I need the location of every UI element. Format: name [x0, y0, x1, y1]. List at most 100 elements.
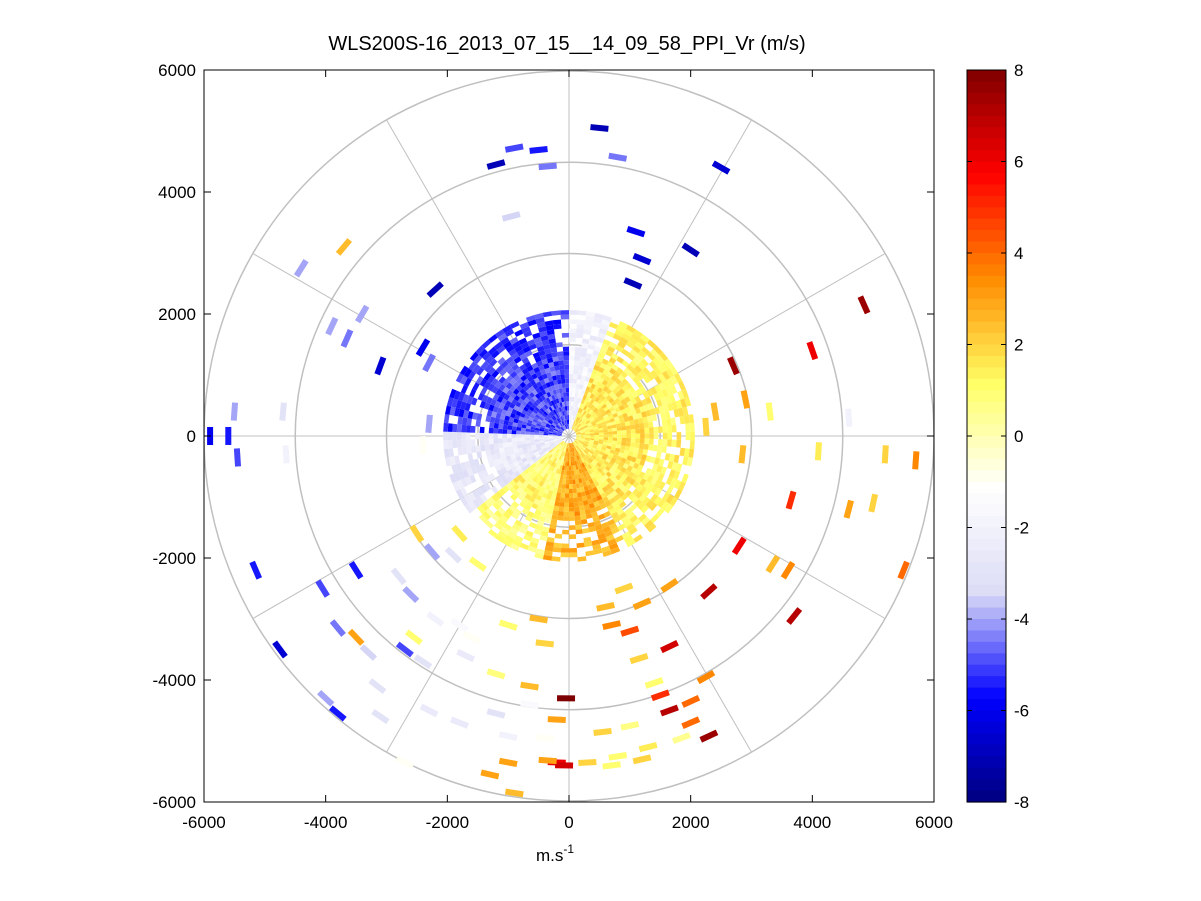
core-gate — [502, 511, 512, 520]
core-gate — [565, 378, 569, 384]
core-gate — [569, 337, 576, 343]
core-gate — [589, 417, 594, 422]
core-gate — [653, 392, 661, 401]
core-gate — [558, 439, 563, 443]
core-gate — [495, 388, 503, 396]
core-gate — [517, 468, 524, 475]
core-gate — [603, 434, 609, 438]
core-gate — [587, 367, 594, 374]
core-gate — [550, 385, 556, 391]
core-gate — [589, 438, 595, 441]
colorbar-swatch — [967, 401, 1006, 414]
colorbar-swatch — [967, 676, 1006, 689]
core-gate — [649, 456, 656, 464]
core-gate — [666, 377, 674, 387]
core-gate — [631, 391, 639, 399]
core-gate — [514, 519, 523, 527]
core-gate — [607, 428, 613, 432]
core-gate — [584, 441, 589, 444]
core-gate — [569, 364, 574, 370]
core-gate — [588, 409, 594, 415]
core-gate — [576, 487, 581, 493]
core-gate — [564, 452, 567, 457]
colorbar-swatch — [967, 596, 1006, 609]
core-gate — [479, 439, 485, 446]
core-gate — [560, 426, 565, 431]
core-gate — [572, 383, 577, 389]
core-gate — [523, 397, 530, 404]
core-gate — [612, 437, 618, 442]
core-gate — [591, 389, 597, 395]
core-gate — [572, 425, 576, 430]
core-gate — [599, 401, 605, 407]
core-gate — [509, 527, 519, 536]
core-gate — [598, 441, 604, 445]
core-gate — [551, 451, 556, 456]
core-gate — [559, 428, 564, 432]
core-gate — [525, 463, 531, 469]
core-gate — [549, 476, 554, 482]
core-gate — [664, 358, 674, 369]
core-gate — [616, 410, 623, 417]
colorbar-swatch — [967, 230, 1006, 243]
colorbar-swatch — [967, 184, 1006, 197]
core-gate — [558, 438, 563, 442]
core-gate — [546, 414, 552, 419]
core-gate — [569, 360, 575, 365]
core-gate — [559, 365, 565, 370]
core-gate — [586, 453, 592, 458]
core-gate — [507, 531, 517, 540]
core-gate — [658, 405, 665, 414]
core-gate — [527, 448, 533, 453]
core-gate — [604, 500, 612, 507]
core-gate — [545, 324, 554, 331]
velocity-gate — [538, 162, 557, 171]
core-gate — [557, 438, 563, 441]
core-gate — [594, 475, 601, 481]
core-gate — [608, 378, 615, 385]
core-gate — [626, 352, 636, 361]
core-gate — [541, 412, 547, 418]
core-gate — [584, 490, 591, 496]
core-gate — [587, 522, 595, 528]
core-gate — [569, 319, 578, 324]
core-gate — [579, 441, 584, 445]
core-gate — [526, 365, 534, 372]
core-gate — [525, 388, 532, 395]
core-gate — [516, 480, 523, 488]
core-gate — [537, 475, 544, 481]
core-gate — [564, 373, 569, 379]
core-gate — [555, 398, 560, 404]
core-gate — [662, 425, 668, 433]
core-gate — [562, 387, 566, 393]
core-gate — [603, 392, 609, 398]
core-gate — [461, 439, 467, 448]
core-gate — [506, 367, 515, 375]
core-gate — [562, 456, 565, 461]
core-gate — [594, 402, 600, 408]
core-gate — [537, 375, 544, 382]
core-gate — [632, 452, 639, 458]
core-gate — [524, 350, 533, 357]
core-gate — [455, 373, 464, 383]
core-gate — [536, 484, 542, 491]
core-gate — [660, 412, 667, 420]
core-gate — [591, 412, 597, 418]
core-gate — [612, 440, 618, 445]
core-gate — [607, 463, 613, 469]
core-gate — [580, 435, 586, 437]
core-gate — [528, 496, 536, 503]
core-gate — [648, 438, 654, 445]
colorbar-tick-label: 4 — [1014, 244, 1023, 263]
core-gate — [588, 442, 594, 446]
core-gate — [551, 514, 558, 520]
core-gate — [597, 393, 603, 399]
core-gate — [499, 368, 507, 377]
core-gate — [596, 381, 602, 388]
core-gate — [453, 390, 461, 400]
core-gate — [495, 412, 502, 419]
core-gate — [584, 448, 590, 454]
core-gate — [582, 500, 589, 506]
velocity-gate — [765, 554, 781, 574]
core-gate — [529, 385, 536, 392]
